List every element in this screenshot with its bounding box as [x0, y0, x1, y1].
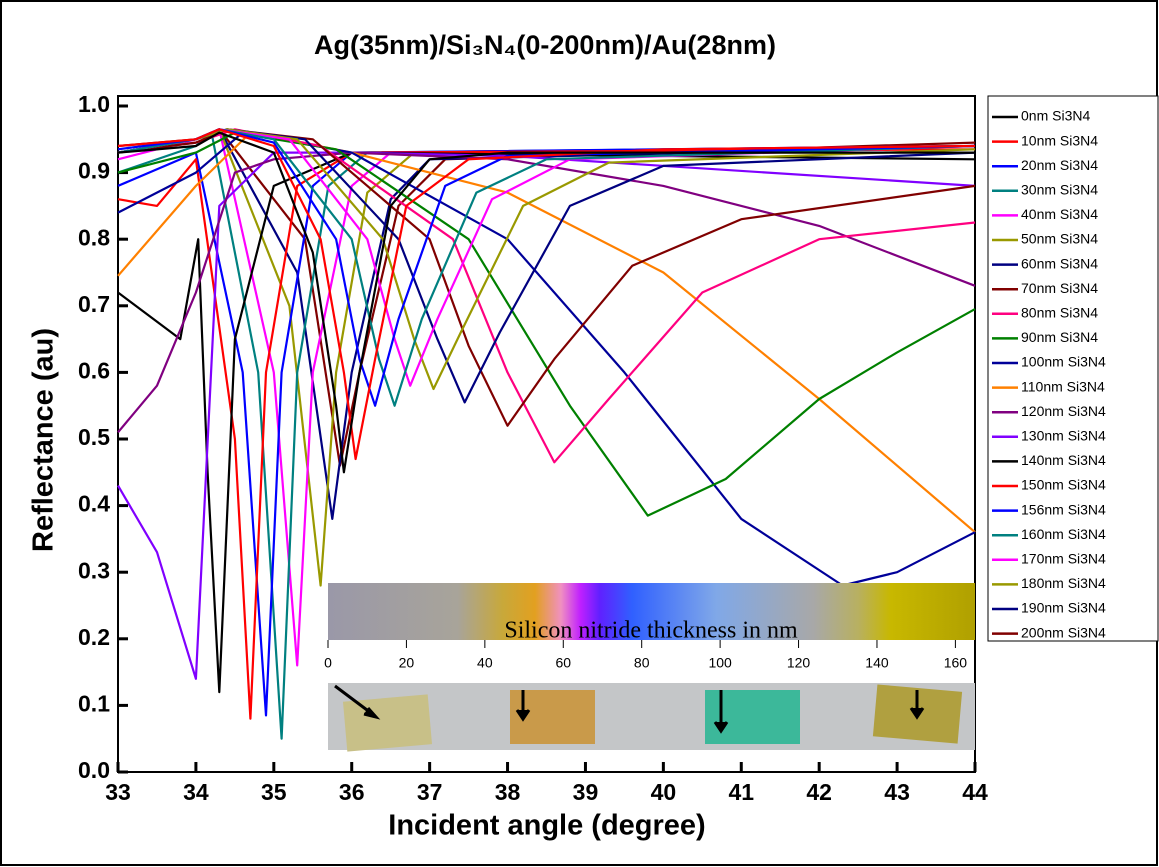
series-line	[117, 128, 976, 461]
legend-label: 90nm Si3N4	[1021, 329, 1098, 345]
x-tick-label: 44	[962, 779, 988, 805]
series-line	[117, 131, 976, 587]
chart-title: Ag(35nm)/Si₃N₄(0-200nm)/Au(28nm)	[314, 30, 776, 60]
y-tick-label: 0.7	[78, 291, 110, 317]
legend-label: 60nm Si3N4	[1021, 255, 1098, 271]
legend	[987, 95, 1159, 642]
legend-label: 70nm Si3N4	[1021, 280, 1098, 296]
inset-label: Silicon nitride thickness in nm	[504, 618, 798, 644]
series-line	[117, 131, 976, 534]
plot-area: 0.0 0.1 0.2 0.3 0.4 0.5 0.6 0.7 0.8 0.9 1.0 33 34 35 3…	[78, 91, 988, 805]
series-line	[117, 131, 975, 474]
inset-tick-label: 20	[399, 655, 415, 671]
series-line	[117, 131, 976, 517]
inset-tick-label: 60	[555, 655, 571, 671]
legend-label: 120nm Si3N4	[1021, 403, 1106, 419]
x-tick-label: 36	[339, 779, 365, 805]
legend-label: 130nm Si3N4	[1021, 428, 1106, 444]
y-tick-label: 0.9	[78, 158, 110, 184]
y-tick-label: 0.8	[78, 224, 110, 250]
inset-tick-label: 100	[708, 655, 732, 671]
x-axis-label: Incident angle (degree)	[388, 810, 705, 842]
sample	[705, 690, 800, 744]
inset-tick-label: 120	[787, 655, 811, 671]
legend-label: 156nm Si3N4	[1021, 501, 1106, 517]
legend-label: 150nm Si3N4	[1021, 477, 1106, 493]
legend-label: 180nm Si3N4	[1021, 575, 1106, 591]
inset-tick-label: 40	[477, 655, 493, 671]
series-line	[117, 151, 976, 694]
inset-tick-label: 140	[865, 655, 889, 671]
x-tick-label: 37	[417, 779, 443, 805]
series-line	[117, 128, 976, 391]
y-tick-label: 0.4	[78, 491, 110, 517]
inset-tick-label: 0	[324, 655, 332, 671]
legend-label: 170nm Si3N4	[1021, 551, 1106, 567]
y-tick-label: 0.3	[78, 557, 110, 583]
legend-label: 30nm Si3N4	[1021, 182, 1098, 198]
series-line	[117, 148, 976, 720]
legend-items: 0nm Si3N4 10nm Si3N4 20nm Si3N4 30nm Si3N4 4…	[992, 108, 1106, 640]
x-tick-label: 40	[651, 779, 677, 805]
legend-label: 0nm Si3N4	[1021, 108, 1090, 124]
y-tick-label: 0.1	[78, 690, 110, 716]
arrows	[334, 684, 925, 734]
inset-tick-label: 80	[634, 655, 650, 671]
y-tick-label: 0.5	[78, 424, 110, 450]
legend-label: 110nm Si3N4	[1021, 378, 1105, 394]
x-tick-label: 34	[183, 779, 209, 805]
y-tick-label: 0.2	[78, 624, 110, 650]
x-tick-label: 39	[573, 779, 599, 805]
x-tick-label: 38	[495, 779, 521, 805]
x-tick-label: 43	[884, 779, 910, 805]
legend-label: 160nm Si3N4	[1021, 526, 1106, 542]
x-tick-label: 35	[261, 779, 287, 805]
legend-label: 50nm Si3N4	[1021, 231, 1098, 247]
legend-label: 20nm Si3N4	[1021, 157, 1098, 173]
x-tick-label: 33	[105, 779, 131, 805]
y-tick-label: 1.0	[78, 91, 110, 117]
legend-label: 80nm Si3N4	[1021, 305, 1098, 321]
plot-frame	[117, 95, 976, 773]
legend-label: 40nm Si3N4	[1021, 206, 1098, 222]
y-tick-label: 0.0	[78, 757, 110, 783]
y-tick-label: 0.6	[78, 357, 110, 383]
inset: Silicon nitride thickness in nm 0 20 40 60 8…	[324, 583, 975, 752]
legend-label: 200nm Si3N4	[1021, 624, 1106, 640]
inset-tick-label: 160	[944, 655, 968, 671]
x-tick-label: 41	[728, 779, 754, 805]
y-axis-label: Reflectance (au)	[28, 328, 60, 552]
legend-label: 190nm Si3N4	[1021, 600, 1106, 616]
sample-photo	[328, 683, 975, 750]
legend-label: 100nm Si3N4	[1021, 354, 1106, 370]
color-bar	[328, 583, 975, 640]
legend-label: 10nm Si3N4	[1021, 132, 1098, 148]
series-line	[117, 144, 976, 717]
x-tick-label: 42	[806, 779, 832, 805]
legend-label: 140nm Si3N4	[1021, 452, 1106, 468]
